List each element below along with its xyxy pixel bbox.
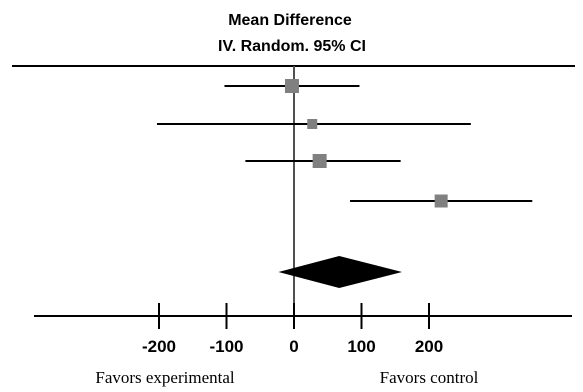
study-3-marker <box>312 154 327 168</box>
study-2-marker <box>307 119 318 129</box>
header-line-2: IV. Random. 95% CI <box>218 38 366 55</box>
x-tick-label: -100 <box>209 337 243 356</box>
favors-control-label: Favors control <box>380 368 479 387</box>
x-tick-label: -200 <box>142 337 176 356</box>
favors-experimental-label: Favors experimental <box>95 368 235 387</box>
pooled-diamond <box>278 256 402 288</box>
ticks-layer: -200 -100 0 100 200 <box>142 303 443 356</box>
header-line-1: Mean Difference <box>228 12 352 29</box>
study-4-marker <box>434 194 448 208</box>
studies-layer <box>156 79 533 208</box>
study-1-marker <box>284 79 299 93</box>
x-tick-label: 200 <box>415 337 443 356</box>
x-tick-label: 0 <box>289 337 298 356</box>
x-tick-label: 100 <box>347 337 375 356</box>
